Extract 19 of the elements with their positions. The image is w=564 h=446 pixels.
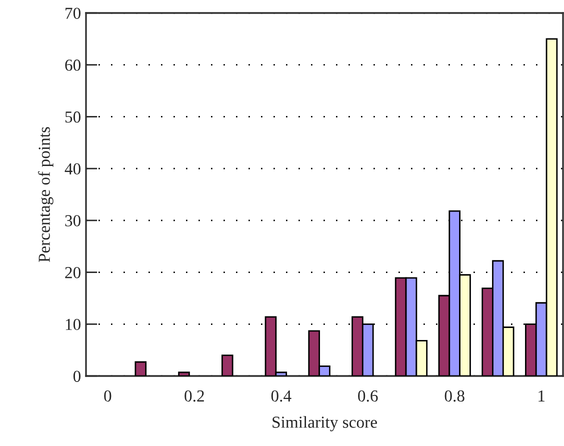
x-axis-title: Similarity score [272, 416, 377, 432]
y-tick-label: 70 [66, 8, 81, 19]
y-axis-title: Percentage of points [38, 127, 54, 262]
y-tick-label: 20 [65, 266, 81, 278]
y-tick-label: 60 [65, 60, 81, 71]
x-tick-label: 0 [104, 390, 112, 402]
bar [134, 361, 147, 376]
x-tick-label: 0.4 [271, 390, 292, 402]
y-tick-label: 0 [73, 370, 81, 382]
y-tick-label: 40 [64, 163, 81, 175]
y-tick-label: 10 [66, 318, 81, 330]
x-tick-label: 0.2 [184, 390, 204, 402]
x-tick-label: 1 [538, 390, 544, 402]
y-tick-label: 30 [65, 215, 81, 226]
bar [178, 372, 190, 376]
y-tick-label: 50 [65, 111, 81, 123]
x-tick-label: 0.6 [358, 390, 378, 402]
x-tick-label: 0.8 [444, 390, 464, 402]
bar [221, 354, 234, 376]
